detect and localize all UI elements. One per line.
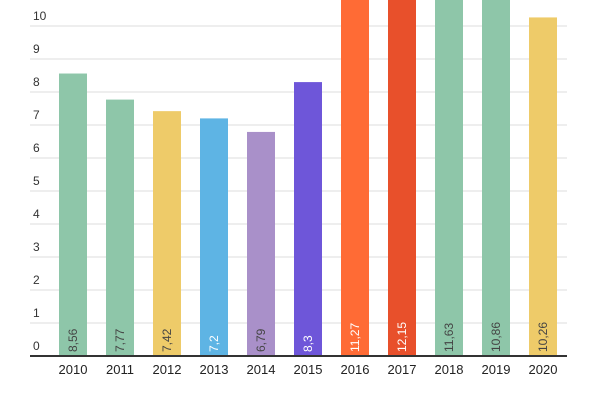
bar-value-label: 7,77 (113, 328, 127, 352)
bar-value-label: 10,26 (536, 322, 550, 352)
bar-value-labels: 8,56 7,77 7,42 7,2 6,79 8,3 11,27 12,15 11,63 10,… (66, 322, 550, 352)
bar-value-label: 8,56 (66, 328, 80, 352)
bar-value-label: 6,79 (254, 328, 268, 352)
bar-2012 (153, 111, 181, 356)
y-axis-ticks: 0 1 2 3 4 5 6 7 8 9 10 (33, 9, 47, 353)
x-tick-label: 2013 (200, 362, 229, 377)
x-axis-ticks: 2010 2011 2012 2013 2014 2015 2016 2017 2018 2019… (59, 362, 558, 377)
y-tick-label: 8 (33, 75, 40, 89)
y-tick-label: 1 (33, 306, 40, 320)
bar-2014 (247, 131, 275, 356)
bar-value-label: 12,15 (395, 322, 409, 352)
bar-2017 (388, 0, 416, 356)
y-tick-label: 3 (33, 240, 40, 254)
y-tick-label: 9 (33, 42, 40, 56)
bar-2016 (341, 0, 369, 356)
bar-value-label: 11,27 (348, 323, 362, 352)
bar-2020 (529, 17, 557, 356)
bar-2011 (106, 99, 134, 356)
bar-2010 (59, 73, 87, 356)
x-tick-label: 2012 (153, 362, 182, 377)
bar-value-label: 8,3 (301, 335, 315, 352)
x-tick-label: 2017 (388, 362, 417, 377)
bar-value-label: 7,2 (207, 335, 221, 352)
y-tick-label: 2 (33, 273, 40, 287)
y-tick-label: 4 (33, 207, 40, 221)
x-tick-label: 2010 (59, 362, 88, 377)
bar-value-label: 10,86 (489, 322, 503, 352)
y-tick-label: 10 (33, 9, 47, 23)
bar-2013 (200, 118, 228, 356)
x-tick-label: 2011 (106, 362, 134, 377)
bar-2018 (435, 0, 463, 356)
y-tick-label: 6 (33, 141, 40, 155)
bar-value-label: 7,42 (160, 328, 174, 352)
x-tick-label: 2020 (529, 362, 558, 377)
x-tick-label: 2014 (247, 362, 276, 377)
bar-2015 (294, 82, 322, 356)
y-tick-label: 7 (33, 108, 40, 122)
bars (59, 0, 557, 356)
bar-2019 (482, 0, 510, 356)
y-tick-label: 5 (33, 174, 40, 188)
x-tick-label: 2019 (482, 362, 511, 377)
x-tick-label: 2018 (435, 362, 464, 377)
x-tick-label: 2015 (294, 362, 323, 377)
bar-value-label: 11,63 (442, 323, 456, 352)
y-tick-label: 0 (33, 339, 40, 353)
x-tick-label: 2016 (341, 362, 370, 377)
